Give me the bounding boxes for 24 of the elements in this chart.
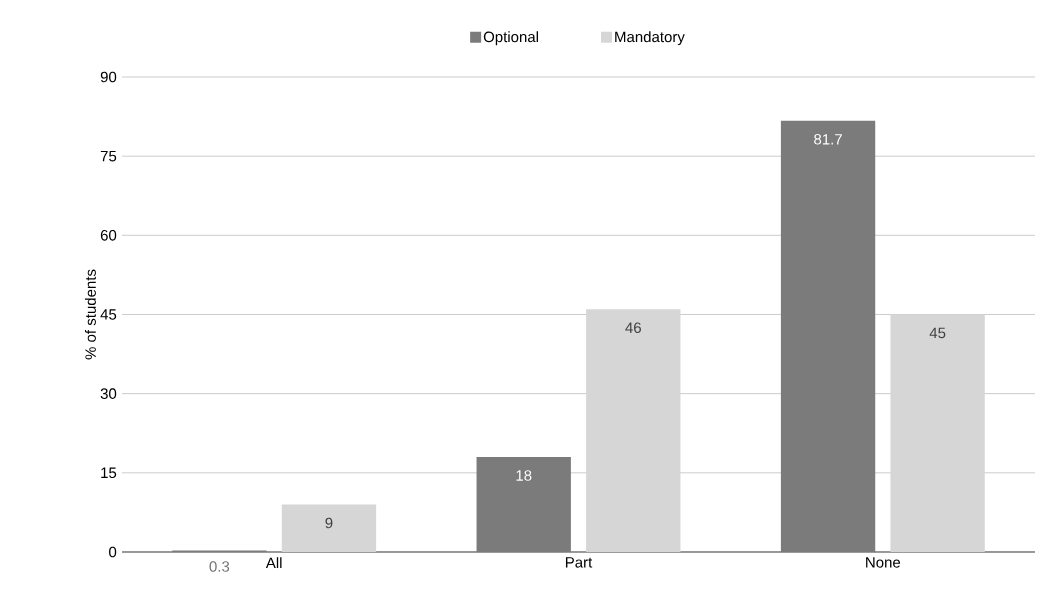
- x-tick-label: None: [866, 557, 901, 568]
- data-label: 0.3: [209, 561, 230, 572]
- bar: [476, 456, 571, 552]
- bar: [586, 309, 681, 552]
- bar: [281, 504, 377, 552]
- y-tick-label: 30: [100, 388, 117, 399]
- bar: [890, 314, 985, 552]
- y-tick-label: 90: [100, 71, 117, 83]
- x-tick-label: All: [265, 557, 282, 569]
- y-tick-label: 15: [101, 467, 117, 479]
- data-label: 45: [929, 327, 946, 339]
- y-tick-label: 60: [100, 230, 117, 241]
- x-tick-label: Part: [565, 557, 593, 568]
- legend-label: Mandatory: [615, 31, 685, 46]
- y-tick-label: 75: [100, 150, 117, 162]
- legend-label: Optional: [483, 31, 538, 46]
- data-label: 9: [325, 517, 333, 529]
- y-tick-label: 45: [100, 309, 117, 320]
- y-axis-title: % of students: [84, 269, 96, 360]
- data-label: 81.7: [814, 133, 842, 145]
- data-label: 18: [516, 470, 532, 481]
- data-label: 46: [625, 322, 641, 334]
- y-tick-label: 0: [109, 546, 117, 558]
- bar: [780, 120, 876, 552]
